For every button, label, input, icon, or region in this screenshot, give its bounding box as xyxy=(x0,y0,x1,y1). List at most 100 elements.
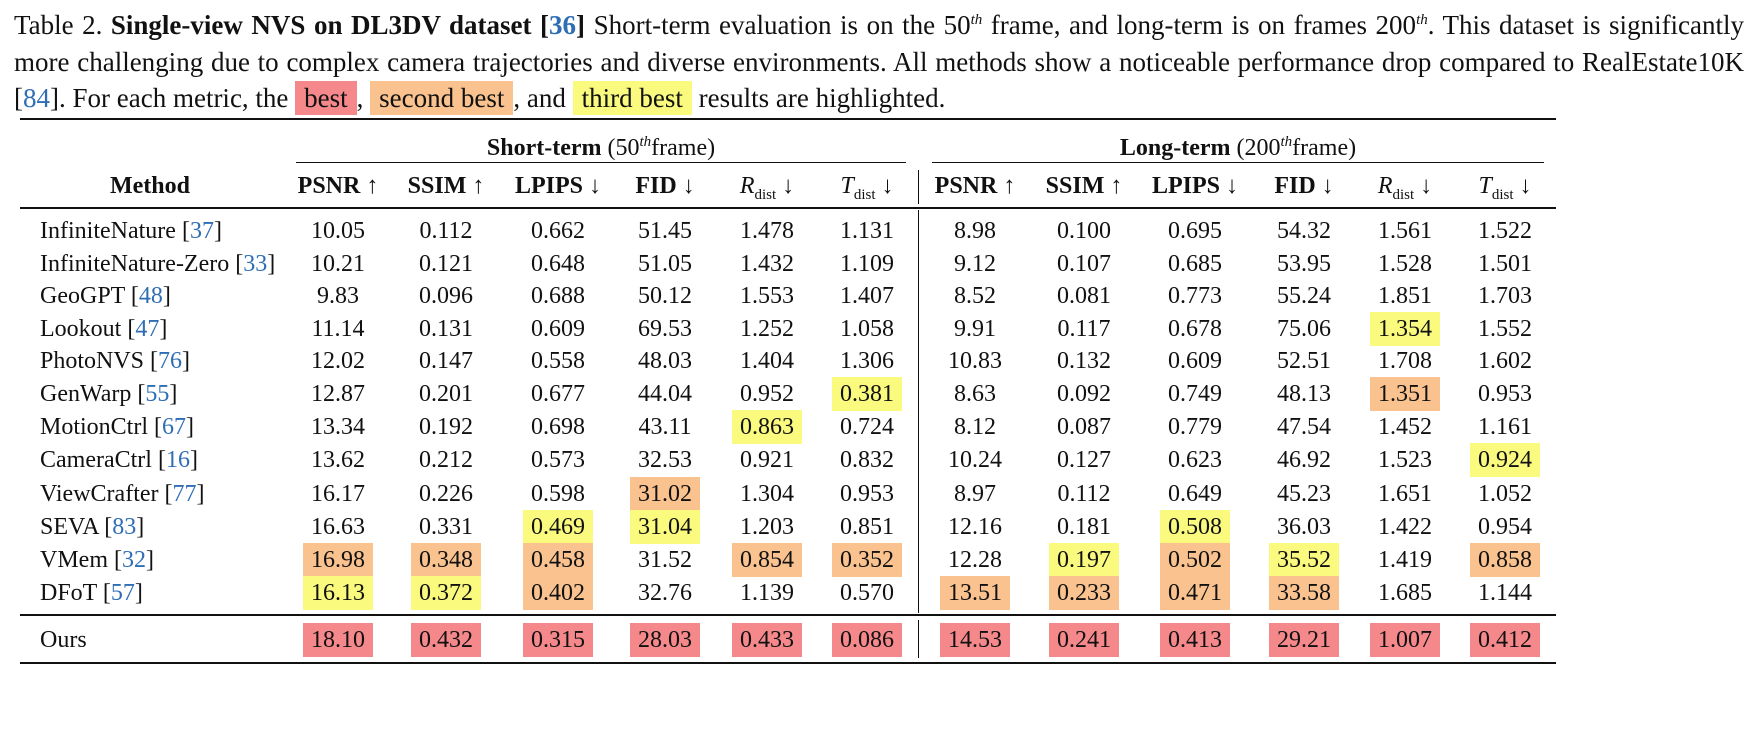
table-cell: 8.63 xyxy=(925,377,1025,411)
table-cell: 1.161 xyxy=(1455,410,1555,444)
table-cell: 1.354 xyxy=(1355,312,1455,346)
table-cell: 0.201 xyxy=(396,377,496,411)
short-tdist-header: Tdist ↓ xyxy=(840,173,894,203)
table-cell: 55.24 xyxy=(1254,279,1354,313)
table-cell: 32.76 xyxy=(615,576,715,610)
table-cell: 1.203 xyxy=(717,510,817,544)
method-name-infinitenature: InfiniteNature [37] xyxy=(40,218,222,244)
caption-cite-2[interactable]: 84 xyxy=(23,83,50,113)
table-cell: 0.724 xyxy=(817,410,917,444)
citation-link[interactable]: 47 xyxy=(135,316,160,342)
value: 1.478 xyxy=(740,218,794,244)
table-caption: Table 2. Single-view NVS on DL3DV datase… xyxy=(14,10,1745,115)
table-cell: 1.304 xyxy=(717,477,817,511)
value: 0.598 xyxy=(531,481,585,507)
value: 48.13 xyxy=(1277,381,1331,407)
value: 52.51 xyxy=(1277,348,1331,374)
table-cell: 0.698 xyxy=(508,410,608,444)
table-cell: 0.924 xyxy=(1455,443,1555,477)
table-cell: 0.773 xyxy=(1145,279,1245,313)
table-cell: 8.52 xyxy=(925,279,1025,313)
value: 54.32 xyxy=(1277,218,1331,244)
table-cell: 1.851 xyxy=(1355,279,1455,313)
highlighted-value: 29.21 xyxy=(1269,623,1339,657)
highlighted-value: 1.354 xyxy=(1370,312,1440,346)
table-cell: 1.109 xyxy=(817,247,917,281)
highlighted-value: 18.10 xyxy=(303,623,373,657)
citation-link[interactable]: 48 xyxy=(138,283,163,309)
table-cell: 13.51 xyxy=(925,576,1025,610)
table-cell: 32.53 xyxy=(615,443,715,477)
value: 0.688 xyxy=(531,283,585,309)
long-group-rule xyxy=(932,162,1544,163)
table-cell: 1.058 xyxy=(817,312,917,346)
highlighted-value: 0.471 xyxy=(1160,576,1230,610)
value: 1.058 xyxy=(840,316,894,342)
table-cell: 12.28 xyxy=(925,543,1025,577)
citation-link[interactable]: 32 xyxy=(122,547,146,573)
table-cell: 44.04 xyxy=(615,377,715,411)
table-cell: 1.522 xyxy=(1455,214,1555,248)
value: 75.06 xyxy=(1277,316,1331,342)
highlighted-value: 31.04 xyxy=(630,510,700,544)
value: 10.24 xyxy=(948,447,1002,473)
table-cell: 1.422 xyxy=(1355,510,1455,544)
highlighted-value: 0.372 xyxy=(411,576,481,610)
caption-title-cite[interactable]: 36 xyxy=(549,10,577,40)
citation-link[interactable]: 16 xyxy=(165,447,190,473)
table-cell: 0.112 xyxy=(1034,477,1134,511)
method-name-genwarp: GenWarp [55] xyxy=(40,381,178,407)
header-rule xyxy=(20,207,1556,209)
table-cell: 52.51 xyxy=(1254,344,1354,378)
table-cell: 0.458 xyxy=(508,543,608,577)
short-fid-header: FID ↓ xyxy=(635,173,695,199)
table-cell: 0.609 xyxy=(508,312,608,346)
value: 0.678 xyxy=(1168,316,1222,342)
value: 1.553 xyxy=(740,283,794,309)
table-cell: 47.54 xyxy=(1254,410,1354,444)
value: 1.851 xyxy=(1378,283,1432,309)
value: 1.419 xyxy=(1378,547,1432,573)
table-cell: 0.433 xyxy=(717,623,817,657)
citation-link[interactable]: 83 xyxy=(112,514,137,540)
highlighted-value: 0.458 xyxy=(523,543,593,577)
citation-link[interactable]: 55 xyxy=(145,381,170,407)
citation-link[interactable]: 37 xyxy=(189,218,214,244)
long-psnr-header: PSNR ↑ xyxy=(934,173,1016,199)
value: 9.83 xyxy=(317,283,359,309)
citation-link[interactable]: 76 xyxy=(158,348,183,374)
highlighted-value: 0.469 xyxy=(523,510,593,544)
value: 16.17 xyxy=(311,481,365,507)
value: 0.649 xyxy=(1168,481,1222,507)
value: 0.201 xyxy=(419,381,473,407)
citation-link[interactable]: 77 xyxy=(172,481,197,507)
table-cell: 0.147 xyxy=(396,344,496,378)
table-cell: 0.432 xyxy=(396,623,496,657)
highlighted-value: 0.402 xyxy=(523,576,593,610)
citation-link[interactable]: 57 xyxy=(110,580,135,606)
value: 0.749 xyxy=(1168,381,1222,407)
table-cell: 0.954 xyxy=(1455,510,1555,544)
value: 1.685 xyxy=(1378,580,1432,606)
value: 10.21 xyxy=(311,251,365,277)
value: 43.11 xyxy=(638,414,692,440)
value: 0.131 xyxy=(419,316,473,342)
value: 1.407 xyxy=(840,283,894,309)
table-cell: 8.12 xyxy=(925,410,1025,444)
table-cell: 1.007 xyxy=(1355,623,1455,657)
citation-link[interactable]: 67 xyxy=(162,414,187,440)
highlighted-value: 1.351 xyxy=(1370,377,1440,411)
table-cell: 0.372 xyxy=(396,576,496,610)
citation-link[interactable]: 33 xyxy=(243,251,268,277)
method-name-geogpt: GeoGPT [48] xyxy=(40,283,171,309)
highlighted-value: 0.854 xyxy=(732,543,802,577)
value: 0.570 xyxy=(840,580,894,606)
caption-sup-1: th xyxy=(970,12,983,28)
value: 1.304 xyxy=(740,481,794,507)
method-name-ours: Ours xyxy=(40,627,87,653)
value: 0.147 xyxy=(419,348,473,374)
table-cell: 1.651 xyxy=(1355,477,1455,511)
table-cell: 0.854 xyxy=(717,543,817,577)
table-cell: 0.648 xyxy=(508,247,608,281)
highlighted-value: 0.197 xyxy=(1049,543,1119,577)
